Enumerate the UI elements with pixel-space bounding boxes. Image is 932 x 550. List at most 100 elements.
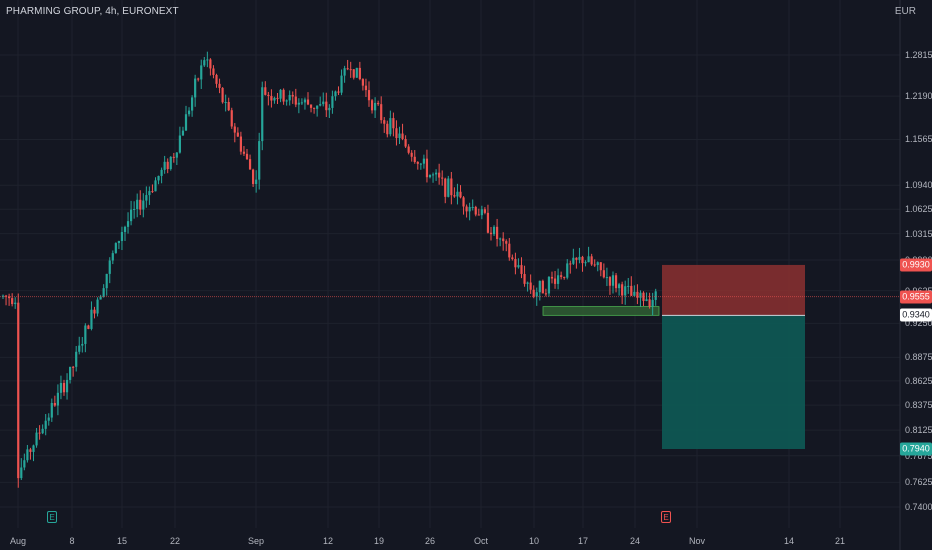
time-axis-label: 17 (577, 536, 589, 546)
price-axis-label: 1.0940 (905, 180, 932, 191)
candle-body (358, 67, 361, 80)
candle-body (492, 226, 496, 235)
earnings-marker-oct[interactable]: E (661, 511, 671, 523)
candle-body (654, 291, 657, 300)
candle (184, 105, 188, 131)
candle (288, 90, 291, 106)
candle (297, 98, 300, 114)
candle-body (261, 87, 264, 142)
candle-body (126, 221, 130, 227)
candle-body (316, 105, 319, 109)
candle-body (428, 174, 432, 178)
candle (392, 112, 395, 137)
candle-body (380, 104, 383, 121)
candle-body (557, 275, 560, 284)
zones-layer (542, 264, 805, 450)
candle (279, 88, 282, 103)
candle (428, 174, 432, 179)
candle (340, 69, 343, 96)
candle-body (303, 99, 307, 103)
candle-body (84, 325, 87, 344)
candle (572, 248, 575, 265)
candle-body (462, 197, 465, 207)
candle (566, 259, 569, 280)
candle-body (172, 156, 175, 158)
candle (239, 131, 242, 155)
candle-body (178, 135, 181, 153)
candle-body (17, 302, 20, 479)
candle (209, 58, 212, 76)
candle (450, 171, 453, 205)
candle (148, 186, 151, 205)
candle (245, 148, 249, 161)
candle-body (81, 343, 84, 346)
candle (447, 175, 450, 198)
candle-body (157, 175, 160, 181)
candle (520, 257, 523, 279)
candle (47, 413, 50, 426)
currency-label[interactable]: EUR (894, 6, 916, 17)
candle-body (505, 241, 508, 244)
candle (212, 65, 215, 79)
candle (178, 126, 181, 154)
candle (26, 444, 29, 463)
candle-body (425, 158, 429, 178)
candle (105, 273, 108, 296)
current-price-tag: 0.9555 (900, 290, 932, 304)
candle-body (404, 139, 407, 147)
chart-grid (0, 0, 900, 528)
candle-body (282, 89, 285, 102)
candle (322, 92, 325, 107)
candle (282, 88, 285, 105)
candle (87, 324, 90, 330)
time-axis-label: 21 (834, 536, 846, 546)
time-axis-label: 19 (373, 536, 385, 546)
candle-body (245, 153, 249, 160)
candle (547, 275, 551, 297)
candle-body (47, 417, 50, 421)
candle (255, 170, 258, 193)
candle-body (590, 256, 593, 265)
candle (84, 323, 87, 353)
candle (468, 202, 471, 221)
candle (514, 252, 517, 275)
candle (218, 78, 221, 94)
candle (593, 259, 596, 267)
candle (529, 274, 532, 294)
candle (331, 90, 334, 114)
candle (563, 276, 566, 280)
candle (526, 281, 529, 292)
target-price-tag: 0.7940 (900, 442, 932, 456)
candle-body (569, 263, 572, 265)
candle (206, 51, 209, 68)
candle (648, 292, 651, 309)
candle (145, 186, 148, 208)
candle-body (309, 104, 313, 108)
candle-body (300, 102, 303, 104)
candle-body (334, 91, 337, 97)
candle-body (471, 206, 474, 208)
candle (511, 254, 514, 261)
candle (453, 187, 456, 198)
candle (8, 293, 11, 306)
candle-body (102, 288, 105, 297)
candle-body (489, 232, 493, 235)
candle-body (38, 432, 41, 434)
candle-body (648, 299, 651, 307)
candle-body (526, 282, 529, 284)
candle-body (203, 60, 206, 66)
candle (630, 276, 633, 296)
candle-body (331, 96, 334, 108)
candle (401, 123, 404, 141)
time-axis-label: 26 (424, 536, 436, 546)
price-axis-label: 0.8625 (905, 375, 932, 386)
candle-body (627, 285, 630, 287)
candle-body (520, 265, 523, 274)
candle-body (133, 209, 136, 211)
candle-body (230, 110, 233, 127)
candle-body (187, 110, 191, 115)
earnings-marker-aug[interactable]: E (47, 511, 57, 523)
candle (374, 97, 377, 118)
candle (227, 97, 230, 112)
